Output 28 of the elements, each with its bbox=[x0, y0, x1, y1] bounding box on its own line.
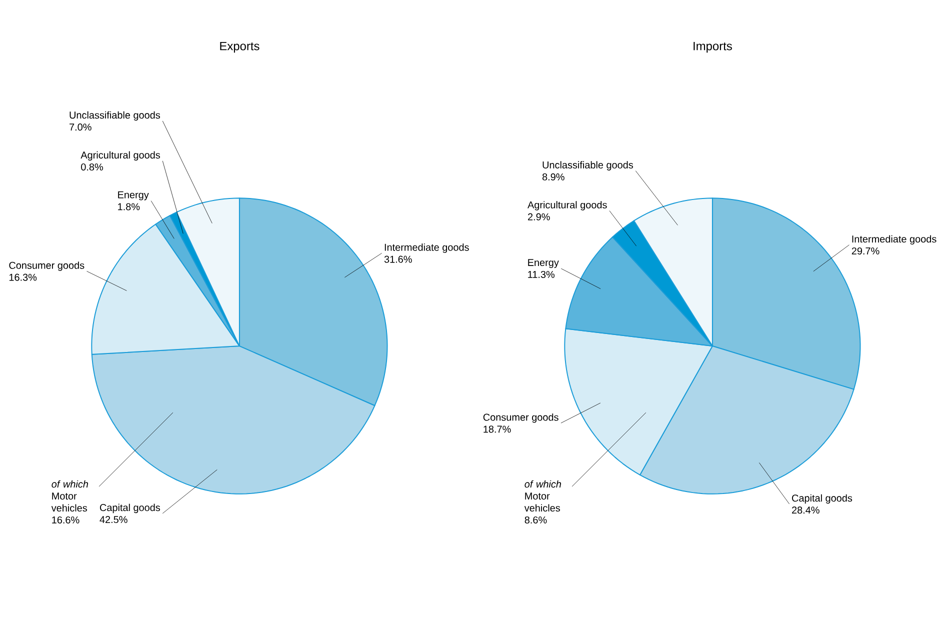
slice-label: Consumer goods bbox=[9, 262, 84, 271]
slice-label: Unclassifiable goods bbox=[542, 161, 634, 170]
slice-label: Intermediate goods bbox=[852, 235, 936, 245]
data-label: 0.8% bbox=[81, 163, 104, 171]
slice-label: Capital goods bbox=[792, 494, 852, 504]
data-label: 11.3% bbox=[528, 270, 555, 278]
slice-label: Agricultural goods bbox=[528, 201, 607, 210]
text: of which Motor vehicles 16.6% bbox=[51, 480, 88, 524]
slice-label: Energy bbox=[528, 259, 559, 268]
chart-title: Exports bbox=[220, 42, 260, 53]
data-label: 1.8% bbox=[118, 203, 140, 210]
slice-label: Unclassifiable goods bbox=[70, 111, 160, 121]
data-label: 16.3% bbox=[9, 274, 37, 281]
data-label: 2.9% bbox=[528, 213, 550, 220]
text: of which Motor vehicles 8.6% bbox=[524, 480, 562, 524]
slice-label: Capital goods bbox=[100, 504, 160, 514]
data-label: 31.6% bbox=[384, 256, 412, 263]
data-label: 29.7% bbox=[852, 247, 880, 255]
data-label: 8.9% bbox=[542, 173, 564, 180]
slice-label: Agricultural goods bbox=[80, 151, 160, 161]
data-label: 28.4% bbox=[792, 506, 820, 514]
data-label: 42.5% bbox=[100, 516, 128, 524]
data-label: 7.0% bbox=[70, 124, 92, 131]
slice-label: Intermediate goods bbox=[384, 244, 469, 253]
chart-title: Imports bbox=[694, 42, 732, 53]
slice-label: Energy bbox=[118, 191, 149, 200]
data-label: 18.7% bbox=[484, 426, 511, 433]
slice-label: Consumer goods bbox=[483, 413, 558, 423]
